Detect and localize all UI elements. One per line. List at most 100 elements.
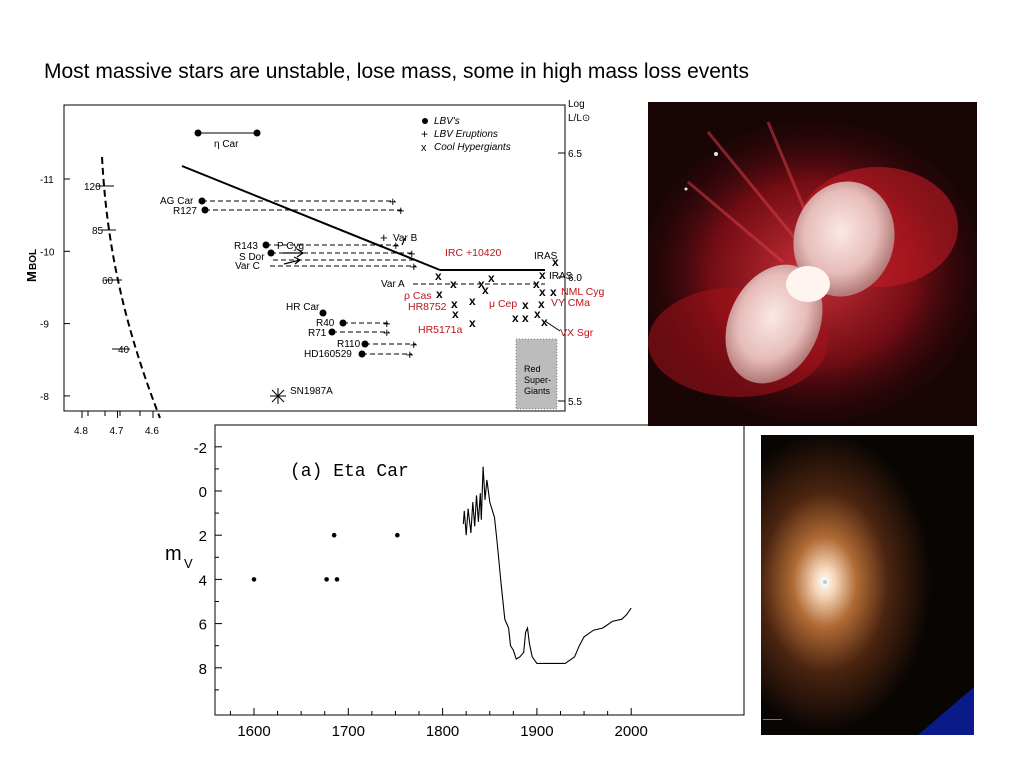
eta-carinae-core-image [761, 435, 974, 735]
label-hr5171a: HR5171a [418, 324, 463, 336]
label-vx-sgr: VX Sgr [560, 327, 594, 339]
svg-text:+: + [397, 203, 405, 218]
hrd-right-tick-label: 5.5 [568, 397, 582, 408]
svg-text:x: x [469, 294, 476, 308]
svg-text:x: x [522, 298, 529, 312]
label-var-a: Var A [381, 279, 405, 290]
legend-item-cool-hypergiants: Cool Hypergiants [434, 142, 511, 153]
light-curve-y-tick-label: 2 [199, 528, 207, 545]
svg-text:+: + [389, 194, 397, 209]
light-curve-background [174, 412, 764, 768]
slide-title: Most massive stars are unstable, lose ma… [44, 60, 749, 83]
label-r127: R127 [173, 206, 197, 217]
light-curve-y-tick-label: 6 [199, 617, 207, 634]
light-curve-title: (a) Eta Car [290, 462, 409, 482]
red-supergiants-line2: Super- [524, 375, 551, 385]
sn1987a-marker [270, 388, 286, 404]
hrd-left-tick-label: -11 [40, 175, 54, 186]
svg-text:x: x [522, 311, 529, 325]
legend-dot-marker [422, 118, 428, 124]
svg-text:x: x [541, 315, 548, 329]
label-irc-10420: IRC +10420 [445, 247, 501, 259]
light-curve-x-tick-label: 2000 [615, 723, 648, 740]
svg-text:+: + [380, 230, 388, 245]
hrd-left-axis-label: M [24, 271, 39, 282]
label-r110: R110 [337, 339, 361, 350]
svg-text:+: + [410, 259, 418, 274]
eruption-plus-markers: + + + + + + + + + + [380, 194, 418, 362]
svg-text:+: + [383, 325, 391, 340]
light-curve-ylabel: m [165, 543, 182, 565]
light-curve-line [462, 466, 632, 664]
light-curve-x-tick-label: 1900 [520, 723, 553, 740]
svg-text:x: x [534, 307, 541, 321]
label-p-cyg: P Cyg [277, 241, 304, 252]
hrd-left-tick-label: -9 [40, 320, 49, 331]
label-rho-cas: ρ Cas [404, 290, 432, 302]
label-nml-cyg: NML Cyg [561, 286, 605, 298]
svg-text:x: x [435, 269, 442, 283]
red-supergiants-line1: Red [524, 364, 541, 374]
svg-text:x: x [436, 287, 443, 301]
light-curve-historical-point [334, 577, 340, 582]
light-curve-ylabel-sub: V [184, 556, 193, 571]
hrd-right-axis-label-top: Log [568, 99, 585, 110]
hrd-left-axis-sub: BOL [28, 249, 39, 270]
label-mu-cep: μ Cep [489, 298, 517, 310]
eta-carinae-nebula-photo [648, 102, 977, 426]
light-curve-x-tick-label: 1700 [332, 723, 365, 740]
hrd-right-tick-label: 6.5 [568, 149, 582, 160]
svg-text:x: x [552, 255, 559, 269]
label-var-b: Var B [393, 233, 418, 244]
red-supergiants-line3: Giants [524, 386, 551, 396]
label-ag-car: AG Car [160, 196, 194, 207]
svg-text:x: x [550, 285, 557, 299]
svg-text:x: x [539, 268, 546, 282]
light-curve-plot-frame [214, 424, 745, 716]
hrd-mass-track [101, 156, 161, 419]
mass-label-40: 40 [118, 345, 130, 356]
mass-label-120: 120 [84, 182, 101, 193]
hrd-right-tick-label: 6.0 [568, 273, 582, 284]
scale-bar [763, 719, 782, 720]
hrd-x-tick-label: 4.6 [145, 426, 159, 437]
light-curve-historical-point [331, 532, 337, 538]
legend-item-lbv-eruptions: LBV Eruptions [434, 129, 498, 140]
hrd-right-axis-label-bottom: L/L⊙ [568, 113, 590, 124]
svg-text:+: + [410, 337, 418, 352]
svg-text:x: x [452, 307, 459, 321]
hrd-arrows [283, 237, 406, 265]
light-curve-x-tick-label: 1800 [426, 723, 459, 740]
label-sn1987a: SN1987A [290, 386, 333, 397]
light-curve-historical-point [395, 532, 400, 538]
lbv-tracks [202, 200, 545, 355]
svg-text:x: x [488, 271, 495, 285]
label-hr8752: HR8752 [408, 301, 447, 313]
svg-text:x: x [539, 285, 546, 299]
label-hr-car: HR Car [286, 302, 320, 313]
light-curve-historical-point [251, 577, 257, 582]
eta-car-marker [194, 129, 261, 137]
svg-text:x: x [533, 277, 540, 291]
svg-text:x: x [538, 297, 545, 311]
mass-label-85: 85 [92, 226, 104, 237]
svg-text:x: x [482, 283, 489, 297]
hrd-mass-ticks [96, 185, 130, 350]
label-iras-upper: IRAS [534, 251, 558, 262]
svg-text:x: x [469, 316, 476, 330]
hrd-left-tick-label: -8 [40, 392, 49, 403]
svg-text:x: x [450, 277, 457, 291]
svg-text:+: + [392, 238, 400, 253]
label-vy-cma: VY CMa [551, 297, 590, 309]
eta-carinae-glow-photo [761, 435, 974, 735]
light-curve-historical-point [324, 577, 329, 582]
svg-text:x: x [451, 297, 458, 311]
light-curve-y-tick-label: 4 [199, 572, 207, 589]
homunculus-nebula-image [648, 102, 977, 426]
label-r143: R143 [234, 241, 258, 252]
label-r71: R71 [308, 328, 327, 339]
mass-label-60: 60 [102, 276, 114, 287]
hd-limit [181, 165, 545, 271]
